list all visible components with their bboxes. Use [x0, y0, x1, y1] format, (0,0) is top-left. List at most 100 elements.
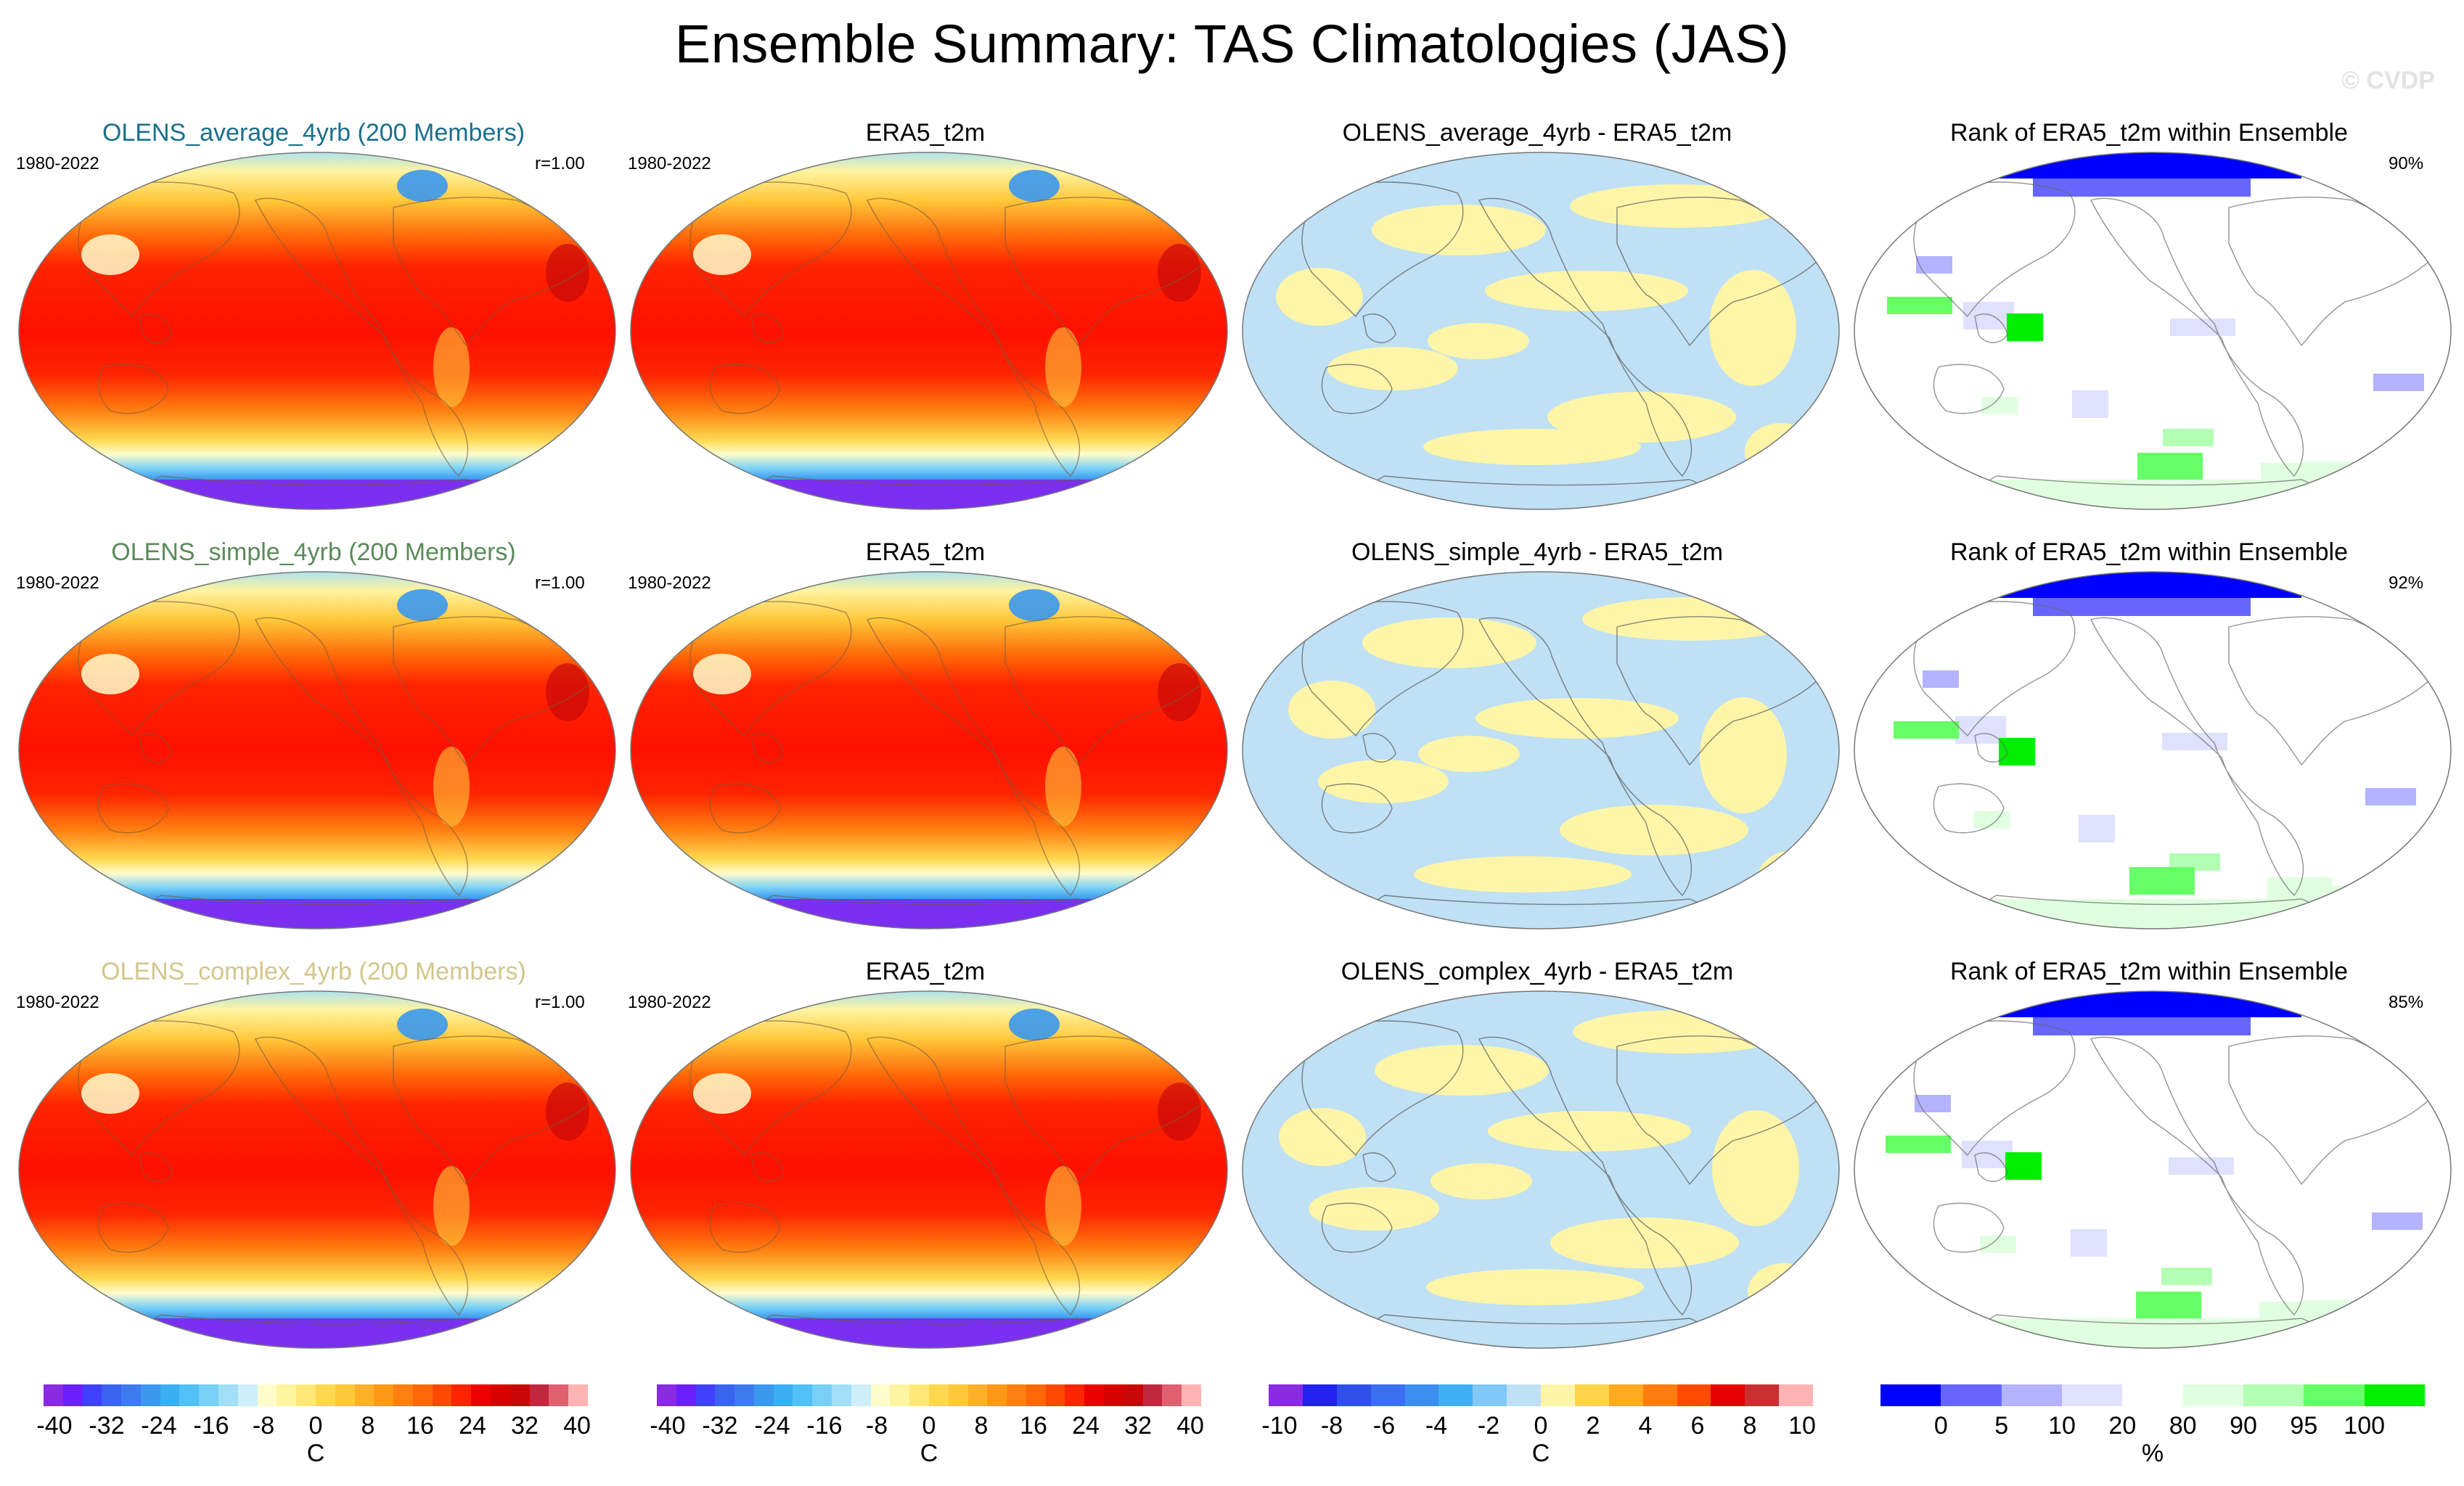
colorbar-swatch — [1026, 1384, 1046, 1406]
colorbar-tick-label: 40 — [563, 1412, 591, 1440]
colorbar-swatch — [1880, 1384, 1941, 1406]
colorbar-tick-label: 4 — [1638, 1412, 1653, 1440]
colorbar-tick-label: 0 — [922, 1412, 936, 1440]
colorbar-swatch — [237, 1384, 258, 1406]
model-period-label: 1980-2022 — [16, 993, 99, 1012]
diff-panel-title: OLENS_complex_4yrb - ERA5_t2m — [1341, 958, 1734, 985]
colorbar-unit-label: C — [1531, 1440, 1550, 1467]
colorbar-swatch — [1711, 1384, 1745, 1406]
colorbar-tick-label: 32 — [511, 1412, 539, 1440]
cvdp-watermark: © CVDP — [2341, 67, 2435, 94]
rank-panel-title: Rank of ERA5_t2m within Ensemble — [1949, 119, 2349, 147]
obs-climatology-map — [628, 149, 1230, 512]
rank-percent-label: 90% — [2389, 154, 2424, 173]
colorbar-swatch — [335, 1384, 355, 1406]
difference-map — [1240, 149, 1842, 512]
colorbar-swatch — [315, 1384, 335, 1406]
model-climatology-map-svg — [18, 990, 616, 1349]
colorbar — [657, 1384, 1201, 1406]
colorbar — [44, 1384, 588, 1406]
colorbar-swatch — [1745, 1384, 1780, 1406]
colorbar-tick-label: 100 — [2344, 1412, 2386, 1440]
colorbar-swatch — [1370, 1384, 1405, 1406]
colorbar-swatch — [890, 1384, 910, 1406]
colorbar-swatch — [490, 1384, 510, 1406]
colorbar-swatch — [928, 1384, 949, 1406]
obs-climatology-map-svg — [630, 152, 1228, 510]
colorbar-swatch — [1084, 1384, 1104, 1406]
colorbar-tick-label: -32 — [702, 1412, 738, 1440]
colorbar-tick-label: 16 — [1020, 1412, 1047, 1440]
obs-panel-title: ERA5_t2m — [865, 538, 986, 566]
colorbar-swatch — [870, 1384, 891, 1406]
rank-panel-title: Rank of ERA5_t2m within Ensemble — [1949, 958, 2349, 985]
rank-map — [1851, 569, 2454, 932]
colorbar-swatch — [257, 1384, 277, 1406]
colorbar-swatch — [412, 1384, 433, 1406]
colorbar-swatch — [2364, 1384, 2425, 1406]
colorbar — [1880, 1384, 2425, 1406]
colorbar-swatch — [1507, 1384, 1541, 1406]
colorbar-tick-label: 0 — [1534, 1412, 1548, 1440]
difference-map-svg — [1242, 152, 1840, 510]
rank-map — [1851, 149, 2454, 512]
colorbar-unit-label: % — [2141, 1440, 2164, 1467]
colorbar-tick-label: 20 — [2108, 1412, 2137, 1440]
obs-climatology-map-svg — [630, 571, 1228, 929]
colorbar-swatch — [1302, 1384, 1337, 1406]
colorbar — [1269, 1384, 1813, 1406]
model-climatology-map — [16, 988, 618, 1351]
colorbar-tick-label: 90 — [2230, 1412, 2257, 1440]
obs-climatology-map-svg — [630, 990, 1228, 1349]
colorbar-swatch — [676, 1384, 696, 1406]
rank-panel-title: Rank of ERA5_t2m within Ensemble — [1949, 538, 2349, 566]
colorbar-swatch — [140, 1384, 160, 1406]
colorbar-swatch — [1123, 1384, 1143, 1406]
colorbar-swatch — [44, 1384, 63, 1406]
colorbar-swatch — [62, 1384, 83, 1406]
colorbar-swatch — [199, 1384, 219, 1406]
colorbar-tick-label: 24 — [459, 1412, 486, 1440]
colorbar-swatch — [82, 1384, 102, 1406]
colorbar-swatch — [1541, 1384, 1575, 1406]
difference-map — [1240, 988, 1842, 1351]
colorbar-tick-label: 32 — [1124, 1412, 1152, 1440]
model-climatology-map — [16, 569, 618, 932]
difference-map-svg — [1242, 990, 1840, 1349]
colorbar-tick-label: 8 — [1743, 1412, 1757, 1440]
colorbar-swatch — [374, 1384, 394, 1406]
colorbar-swatch — [218, 1384, 238, 1406]
page-title: Ensemble Summary: TAS Climatologies (JAS… — [674, 14, 1790, 74]
colorbar-swatch — [1779, 1384, 1813, 1406]
rank-percent-label: 92% — [2389, 573, 2424, 593]
colorbar-tick-label: -8 — [252, 1412, 275, 1440]
model-correlation-label: r=1.00 — [535, 154, 585, 173]
model-correlation-label: r=1.00 — [535, 573, 585, 593]
colorbar-swatch — [1941, 1384, 2002, 1406]
colorbar-swatch — [909, 1384, 929, 1406]
colorbar-swatch — [2001, 1384, 2062, 1406]
colorbar-swatch — [568, 1384, 588, 1406]
colorbar-tick-label: -40 — [650, 1412, 686, 1440]
colorbar-swatch — [451, 1384, 472, 1406]
colorbar-tick-label: -32 — [89, 1412, 125, 1440]
colorbar-tick-label: -2 — [1477, 1412, 1500, 1440]
colorbar-tick-label: -16 — [193, 1412, 229, 1440]
colorbar-tick-label: -24 — [141, 1412, 177, 1440]
rank-percent-label: 85% — [2389, 993, 2424, 1012]
colorbar-tick-label: -6 — [1372, 1412, 1396, 1440]
model-panel-title: OLENS_simple_4yrb (200 Members) — [111, 538, 516, 566]
diff-panel-title: OLENS_simple_4yrb - ERA5_t2m — [1351, 538, 1724, 566]
colorbar-swatch — [393, 1384, 413, 1406]
colorbar-tick-label: -40 — [36, 1412, 73, 1440]
colorbar-swatch — [1404, 1384, 1439, 1406]
colorbar-tick-label: 0 — [1933, 1412, 1948, 1440]
colorbar-tick-label: -8 — [865, 1412, 888, 1440]
colorbar-swatch — [354, 1384, 374, 1406]
colorbar-swatch — [509, 1384, 530, 1406]
colorbar-tick-label: 10 — [1788, 1412, 1816, 1440]
colorbar-tick-label: 95 — [2290, 1412, 2318, 1440]
colorbar-tick-label: -24 — [754, 1412, 790, 1440]
colorbar-swatch — [2122, 1384, 2183, 1406]
colorbar-tick-label: 10 — [2048, 1412, 2076, 1440]
